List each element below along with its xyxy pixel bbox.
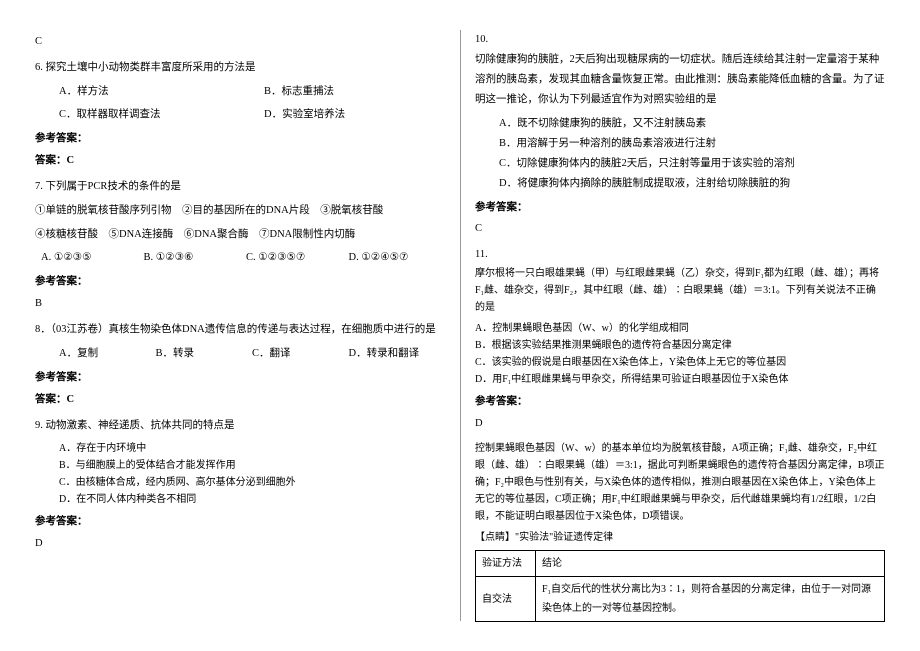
- table-cell-2: F₁自交后代的性状分离比为3∶1，则符合基因的分离定律，由位于一对同源染色体上的…: [536, 577, 885, 622]
- q11-opt-b: B．根据该实验结果推测果蝇眼色的遗传符合基因分离定律: [475, 337, 885, 354]
- q8-opt-b: B．转录: [156, 344, 253, 364]
- q9-opt-a: A．存在于内环境中: [35, 440, 445, 457]
- right-column: 10. 切除健康狗的胰脏，2天后狗出现糖尿病的一切症状。随后连续给其注射一定量溶…: [460, 30, 900, 631]
- q6-opt-c: C．取样器取样调查法: [35, 105, 240, 125]
- q7-stem: 7. 下列属于PCR技术的条件的是: [35, 177, 445, 197]
- q7-line2: ④核糖核苷酸 ⑤DNA连接酶 ⑥DNA聚合酶 ⑦DNA限制性内切酶: [35, 225, 445, 245]
- q8-answer-label: 参考答案：: [35, 368, 445, 388]
- q7-answer: B: [35, 294, 445, 314]
- left-column: C 6. 探究土壤中小动物类群丰富度所采用的方法是 A．样方法 B．标志重捕法 …: [20, 30, 460, 631]
- q6-answer: 答案：C: [35, 151, 445, 171]
- column-divider: [460, 30, 461, 621]
- q10-num: 10.: [475, 30, 885, 50]
- table-cell-1: 自交法: [476, 577, 536, 622]
- question-11: 11. 摩尔根将一只白眼雄果蝇（甲）与红眼雌果蝇（乙）杂交，得到F₁都为红眼（雌…: [475, 245, 885, 622]
- q9-opt-b: B．与细胞膜上的受体结合才能发挥作用: [35, 457, 445, 474]
- q10-opt-b: B．用溶解于另一种溶剂的胰岛素溶液进行注射: [475, 134, 885, 154]
- q8-opt-a: A．复制: [35, 344, 156, 364]
- q6-stem: 6. 探究土壤中小动物类群丰富度所采用的方法是: [35, 58, 445, 78]
- q10-stem: 切除健康狗的胰脏，2天后狗出现糖尿病的一切症状。随后连续给其注射一定量溶于某种溶…: [475, 50, 885, 110]
- question-6: 6. 探究土壤中小动物类群丰富度所采用的方法是 A．样方法 B．标志重捕法 C．…: [35, 58, 445, 171]
- question-8: 8．（03江苏卷）真核生物染色体DNA遗传信息的传递与表达过程，在细胞质中进行的…: [35, 320, 445, 410]
- q7-opt-d: D. ①②④⑤⑦: [343, 248, 446, 268]
- table-header-1: 验证方法: [476, 551, 536, 577]
- q11-stem: 摩尔根将一只白眼雄果蝇（甲）与红眼雌果蝇（乙）杂交，得到F₁都为红眼（雌、雄）；…: [475, 265, 885, 316]
- question-7: 7. 下列属于PCR技术的条件的是 ①单链的脱氧核苷酸序列引物 ②目的基因所在的…: [35, 177, 445, 315]
- q11-answer: D: [475, 414, 885, 434]
- q11-opt-c: C．该实验的假说是白眼基因在X染色体上，Y染色体上无它的等位基因: [475, 354, 885, 371]
- q11-answer-label: 参考答案：: [475, 392, 885, 412]
- q11-explanation: 控制果蝇眼色基因（W、w）的基本单位均为脱氧核苷酸，A项正确；F₁雌、雄杂交，F…: [475, 440, 885, 525]
- q6-opt-d: D．实验室培养法: [240, 105, 445, 125]
- q10-opt-a: A．既不切除健康狗的胰脏，又不注射胰岛素: [475, 114, 885, 134]
- q6-answer-label: 参考答案：: [35, 129, 445, 149]
- q7-opt-c: C. ①②③⑤⑦: [240, 248, 343, 268]
- q11-table: 验证方法 结论 自交法 F₁自交后代的性状分离比为3∶1，则符合基因的分离定律，…: [475, 550, 885, 622]
- q7-opt-b: B. ①②③⑥: [138, 248, 241, 268]
- q6-opt-b: B．标志重捕法: [240, 82, 445, 102]
- q7-opt-a: A. ①②③⑤: [35, 248, 138, 268]
- q7-line1: ①单链的脱氧核苷酸序列引物 ②目的基因所在的DNA片段 ③脱氧核苷酸: [35, 201, 445, 221]
- q10-answer: C: [475, 219, 885, 239]
- q9-answer: D: [35, 534, 445, 554]
- q9-opt-d: D．在不同人体内种类各不相同: [35, 491, 445, 508]
- pre-answer: C: [35, 32, 445, 52]
- q10-opt-c: C．切除健康狗体内的胰脏2天后，只注射等量用于该实验的溶剂: [475, 154, 885, 174]
- q9-answer-label: 参考答案：: [35, 512, 445, 532]
- q10-answer-label: 参考答案：: [475, 198, 885, 218]
- q8-answer: 答案：C: [35, 390, 445, 410]
- question-9: 9. 动物激素、神经递质、抗体共同的特点是 A．存在于内环境中 B．与细胞膜上的…: [35, 416, 445, 554]
- q6-opt-a: A．样方法: [35, 82, 240, 102]
- q8-stem: 8．（03江苏卷）真核生物染色体DNA遗传信息的传递与表达过程，在细胞质中进行的…: [35, 320, 445, 340]
- q9-stem: 9. 动物激素、神经递质、抗体共同的特点是: [35, 416, 445, 436]
- q7-answer-label: 参考答案：: [35, 272, 445, 292]
- table-header-2: 结论: [536, 551, 885, 577]
- question-10: 10. 切除健康狗的胰脏，2天后狗出现糖尿病的一切症状。随后连续给其注射一定量溶…: [475, 30, 885, 239]
- q8-opt-c: C．翻译: [252, 344, 349, 364]
- q9-opt-c: C．由核糖体合成，经内质网、高尔基体分泌到细胞外: [35, 474, 445, 491]
- q11-opt-d: D．用F₁中红眼雌果蝇与甲杂交，所得结果可验证白眼基因位于X染色体: [475, 371, 885, 388]
- q8-opt-d: D．转录和翻译: [349, 344, 446, 364]
- q10-opt-d: D．将健康狗体内摘除的胰脏制成提取液，注射给切除胰脏的狗: [475, 174, 885, 194]
- q11-tip-label: 【点睛】"实验法"验证遗传定律: [475, 529, 885, 546]
- q11-num: 11.: [475, 245, 885, 265]
- q11-opt-a: A．控制果蝇眼色基因（W、w）的化学组成相同: [475, 320, 885, 337]
